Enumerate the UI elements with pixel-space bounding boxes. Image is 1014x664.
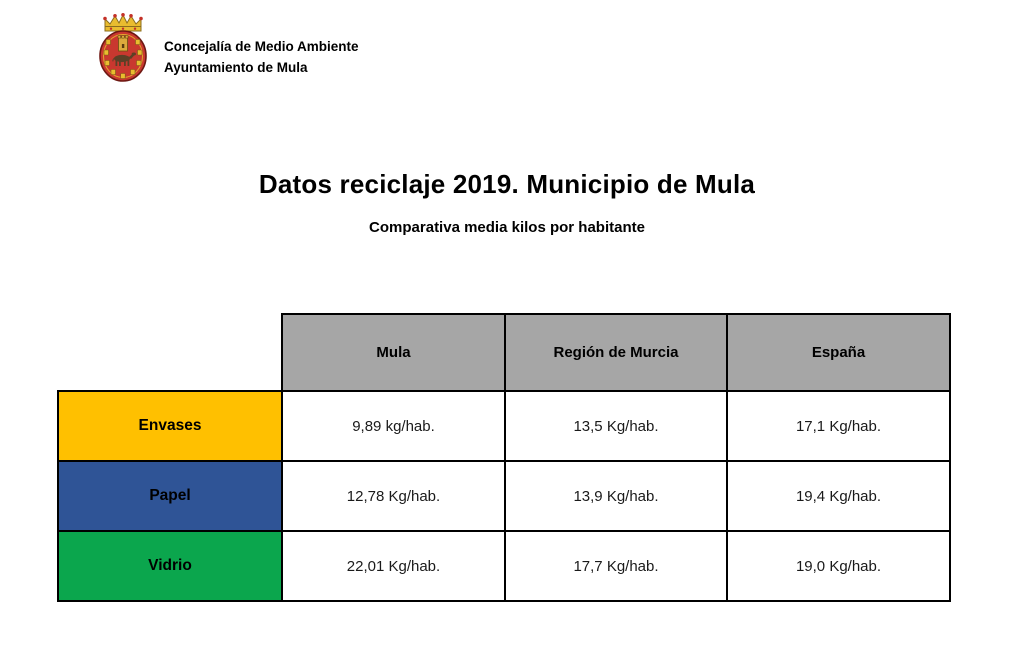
cell-vidrio-mula: 22,01 Kg/hab. — [281, 530, 506, 602]
mule-shape — [112, 52, 136, 66]
row-label-envases: Envases — [57, 390, 283, 462]
crown-shape — [103, 13, 143, 32]
recycling-data-table: Mula Región de Murcia España Envases 9,8… — [57, 313, 951, 602]
cell-envases-murcia: 13,5 Kg/hab. — [504, 390, 728, 462]
page-subtitle: Comparativa media kilos por habitante — [369, 219, 645, 236]
column-header-espana: España — [726, 313, 951, 392]
cell-envases-mula: 9,89 kg/hab. — [281, 390, 506, 462]
org-header: Concejalía de Medio Ambiente Ayuntamient… — [95, 12, 359, 82]
table-row-envases: Envases 9,89 kg/hab. 13,5 Kg/hab. 17,1 K… — [57, 390, 951, 462]
page-title: Datos reciclaje 2019. Municipio de Mula — [258, 169, 756, 199]
mula-coat-of-arms-icon — [95, 12, 151, 82]
table-header-row: Mula Región de Murcia España — [58, 313, 951, 392]
table-row-vidrio: Vidrio 22,01 Kg/hab. 17,7 Kg/hab. 19,0 K… — [57, 530, 951, 602]
row-label-vidrio: Vidrio — [57, 530, 283, 602]
column-header-murcia: Región de Murcia — [504, 313, 728, 392]
column-header-mula: Mula — [281, 313, 506, 392]
cell-vidrio-espana: 19,0 Kg/hab. — [726, 530, 951, 602]
tower-shape — [117, 35, 129, 52]
cell-envases-espana: 17,1 Kg/hab. — [726, 390, 951, 462]
org-line1: Concejalía de Medio Ambiente — [164, 39, 359, 54]
cell-papel-mula: 12,78 Kg/hab. — [281, 460, 506, 532]
row-label-papel: Papel — [57, 460, 283, 532]
org-line2: Ayuntamiento de Mula — [164, 60, 308, 75]
empty-corner-cell — [58, 314, 282, 391]
table-row-papel: Papel 12,78 Kg/hab. 13,9 Kg/hab. 19,4 Kg… — [57, 460, 951, 532]
cell-papel-espana: 19,4 Kg/hab. — [726, 460, 951, 532]
cell-vidrio-murcia: 17,7 Kg/hab. — [504, 530, 728, 602]
cell-papel-murcia: 13,9 Kg/hab. — [504, 460, 728, 532]
